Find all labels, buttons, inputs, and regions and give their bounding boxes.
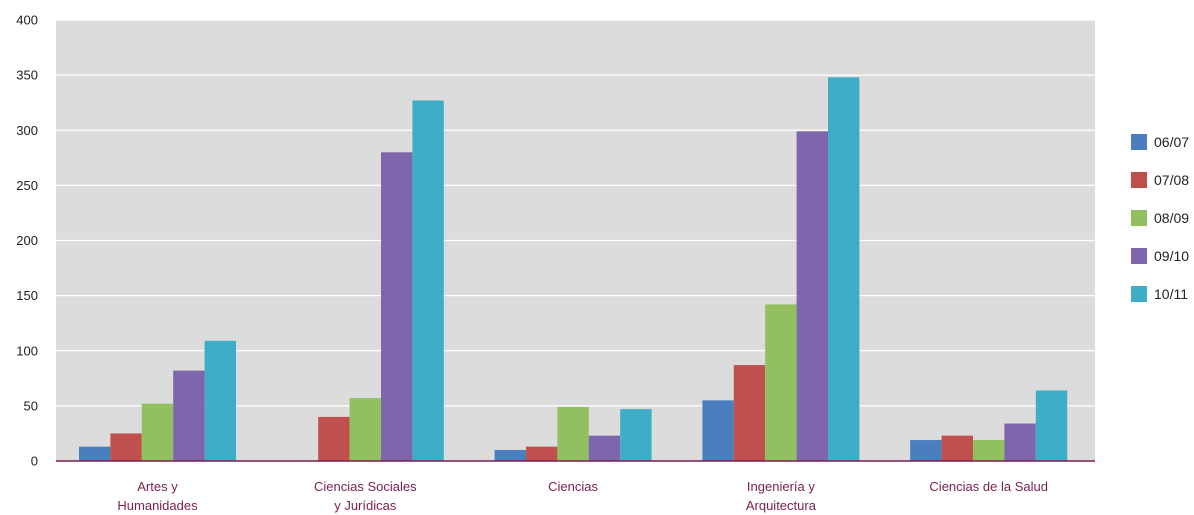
bars: [79, 77, 1068, 462]
legend: 06/07 07/08 08/09 09/10 10/11: [1131, 134, 1189, 302]
bar-10-11-cat-2: [620, 409, 652, 461]
x-category-label: Artes y Humanidades: [117, 479, 198, 513]
legend-swatch: [1131, 134, 1147, 150]
bar-06-07-cat-3: [702, 400, 734, 461]
legend-label: 10/11: [1154, 286, 1188, 302]
y-axis-ticks: 0 50 100 150 200 250 300 350 400: [16, 13, 38, 469]
bar-07-08-cat-3: [733, 365, 766, 461]
y-tick-label: 150: [16, 288, 38, 303]
legend-label: 07/08: [1154, 172, 1189, 188]
bar-09-10-cat-1: [381, 152, 413, 462]
legend-label: 06/07: [1154, 134, 1189, 150]
x-category-label: Ciencias de la Salud: [929, 479, 1048, 494]
bar-06-07-cat-2: [494, 449, 526, 461]
bar-07-08-cat-4: [941, 435, 973, 461]
legend-swatch: [1131, 210, 1147, 226]
y-tick-label: 400: [16, 13, 38, 28]
legend-swatch: [1131, 172, 1147, 188]
y-tick-label: 0: [31, 454, 38, 469]
bar-07-08-cat-1: [318, 416, 350, 461]
y-tick-label: 100: [16, 343, 38, 358]
y-tick-label: 250: [16, 178, 38, 193]
bar-09-10-cat-3: [796, 131, 828, 462]
x-category-label: Ingeniería y Arquitectura: [746, 479, 817, 513]
y-tick-label: 300: [16, 123, 38, 138]
x-category-label: Ciencias Sociales y Jurídicas: [314, 479, 417, 513]
bar-09-10-cat-4: [1004, 423, 1036, 461]
x-category-label: Ciencias: [548, 479, 598, 494]
legend-swatch: [1131, 286, 1147, 302]
bar-06-07-cat-0: [79, 446, 111, 461]
legend-swatch: [1131, 248, 1147, 264]
legend-label: 09/10: [1154, 248, 1189, 264]
bar-10-11-cat-3: [828, 77, 860, 461]
bar-07-08-cat-2: [526, 446, 558, 461]
y-tick-label: 200: [16, 233, 38, 248]
bar-07-08-cat-0: [110, 433, 142, 461]
y-tick-label: 50: [24, 398, 38, 413]
bar-08-09-cat-1: [349, 398, 381, 461]
x-axis-category-labels: Artes y Humanidades Ciencias Sociales y Jur…: [117, 479, 1048, 513]
bar-09-10-cat-0: [173, 370, 205, 461]
bar-10-11-cat-4: [1035, 390, 1068, 461]
legend-label: 08/09: [1154, 210, 1189, 226]
bar-06-07-cat-4: [910, 440, 942, 461]
bar-10-11-cat-0: [204, 340, 236, 461]
y-tick-label: 350: [16, 68, 38, 83]
bar-08-09-cat-0: [141, 403, 174, 461]
bar-10-11-cat-1: [412, 100, 444, 462]
bar-08-09-cat-4: [973, 440, 1005, 461]
bar-08-09-cat-3: [765, 304, 797, 461]
bar-08-09-cat-2: [557, 406, 589, 461]
bar-09-10-cat-2: [588, 435, 621, 461]
